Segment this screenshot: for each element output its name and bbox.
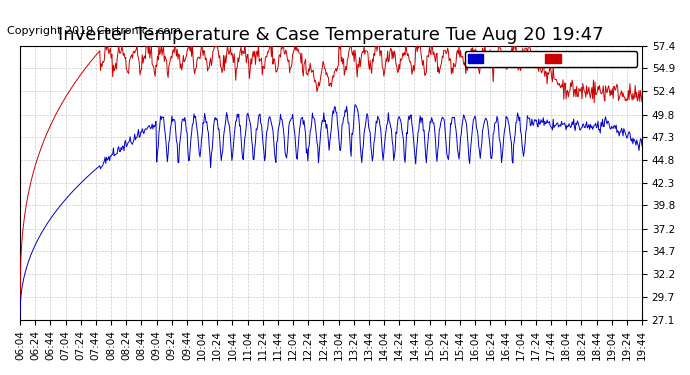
Text: Copyright 2019 Cartronics.com: Copyright 2019 Cartronics.com [7, 26, 181, 36]
Title: Inverter Temperature & Case Temperature Tue Aug 20 19:47: Inverter Temperature & Case Temperature … [58, 26, 604, 44]
Legend: Case  (°C), Inverter  (°C): Case (°C), Inverter (°C) [464, 51, 637, 68]
